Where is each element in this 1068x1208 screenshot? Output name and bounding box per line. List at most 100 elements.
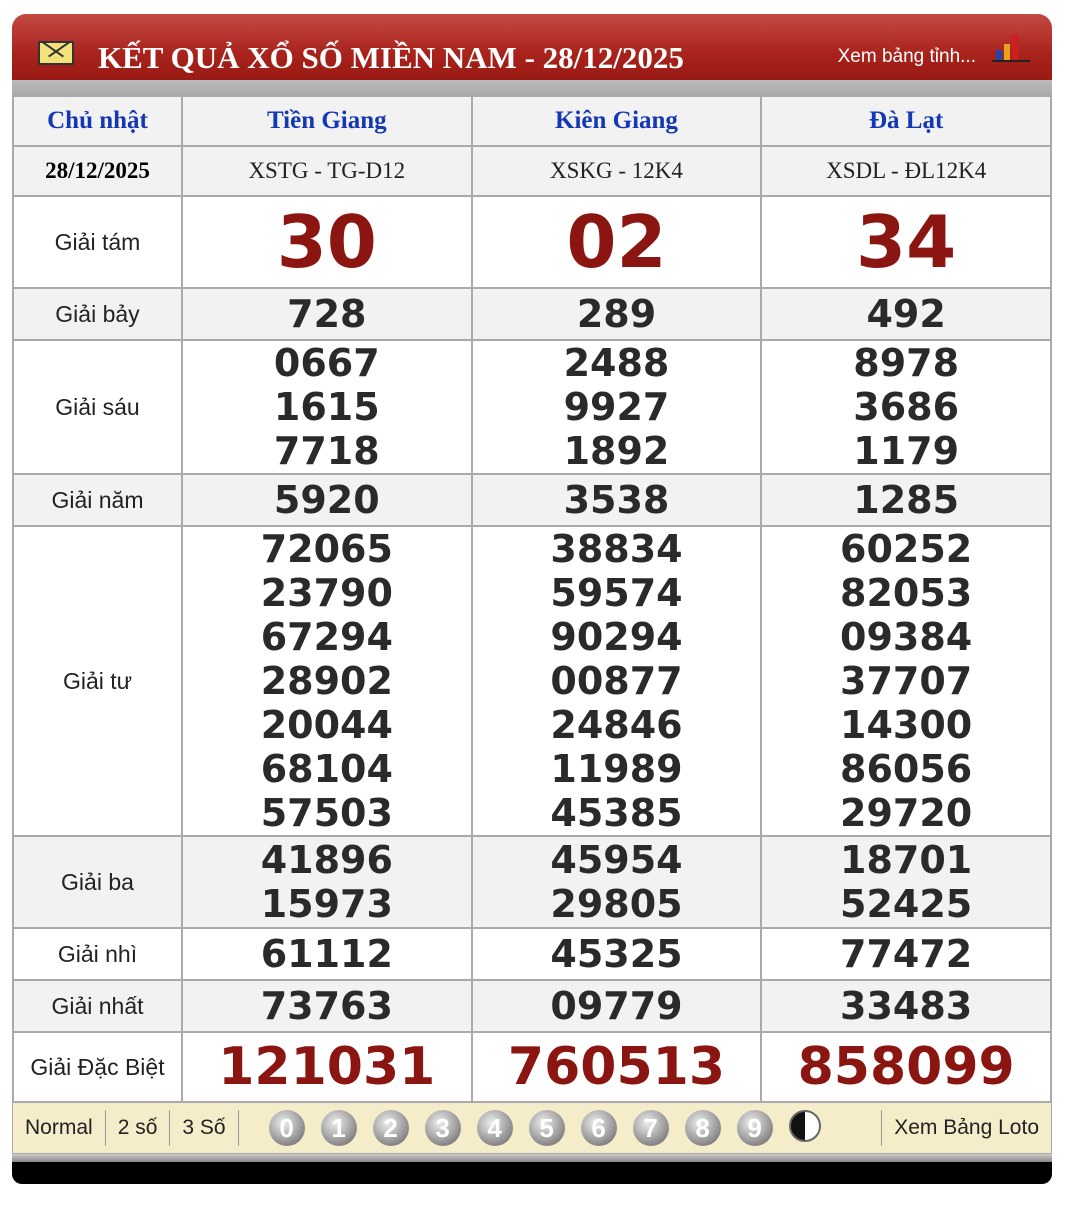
prize-number: 24846	[550, 703, 683, 747]
prize-number: 1179	[853, 429, 960, 473]
prize-number: 82053	[840, 571, 973, 615]
province-name[interactable]: Kiên Giang	[470, 95, 763, 147]
prize-label: Giải nhất	[12, 979, 183, 1033]
digit-9-button[interactable]: 9	[736, 1110, 773, 1146]
prize-cell: 1285	[760, 473, 1052, 527]
prize-number: 5920	[273, 478, 380, 522]
prize-number: 00877	[550, 659, 683, 703]
day-label: Chủ nhật	[12, 95, 183, 147]
prize-number: 45954	[550, 838, 683, 882]
prize-label: Giải tư	[12, 525, 183, 837]
prize-number: 11989	[550, 747, 683, 791]
prize-cell: 30	[180, 195, 473, 289]
mode-normal-button[interactable]: Normal	[13, 1110, 106, 1146]
prize-cell: 18701 52425	[760, 835, 1052, 929]
prize-row: Giải nhì 61112 45325 77472	[12, 927, 1052, 981]
header-bar: KẾT QUẢ XỔ SỐ MIỀN NAM - 28/12/2025 Xem …	[12, 14, 1052, 80]
prize-number: 15973	[260, 882, 393, 926]
prize-cell: 09779	[470, 979, 763, 1033]
prize-row: Giải tám 30 02 34	[12, 195, 1052, 289]
digit-2-button[interactable]: 2	[372, 1110, 409, 1146]
prize-cell: 8978 3686 1179	[760, 339, 1052, 475]
bar-chart-icon[interactable]	[992, 34, 1030, 62]
prize-cell: 858099	[760, 1031, 1052, 1103]
view-province-table-link[interactable]: Xem bảng tỉnh...	[837, 46, 976, 67]
draw-code: XSKG - 12K4	[470, 145, 763, 197]
prize-number: 14300	[840, 703, 973, 747]
prize-number: 18701	[840, 838, 973, 882]
prize-cell: 121031	[180, 1031, 473, 1103]
prize-number: 77472	[840, 932, 973, 976]
prize-number: 3538	[563, 478, 670, 522]
prize-number: 3686	[853, 385, 960, 429]
draw-code: XSDL - ĐL12K4	[760, 145, 1052, 197]
digit-1-button[interactable]: 1	[320, 1110, 357, 1146]
prize-number: 760513	[507, 1037, 726, 1097]
mode-3-digits-button[interactable]: 3 Số	[170, 1110, 239, 1146]
prize-number: 1892	[563, 429, 670, 473]
prize-cell: 61112	[180, 927, 473, 981]
prize-number: 1615	[273, 385, 380, 429]
prize-number: 29720	[840, 791, 973, 835]
prize-number: 728	[287, 292, 367, 336]
digit-8-button[interactable]: 8	[684, 1110, 721, 1146]
yin-yang-icon[interactable]	[788, 1110, 821, 1142]
prize-number: 61112	[260, 932, 393, 976]
prize-number: 02	[566, 200, 667, 284]
footer-bar	[12, 1162, 1052, 1184]
prize-row: Giải Đặc Biệt 121031 760513 858099	[12, 1031, 1052, 1103]
digit-6-button[interactable]: 6	[580, 1110, 617, 1146]
prize-cell: 33483	[760, 979, 1052, 1033]
digit-4-button[interactable]: 4	[476, 1110, 513, 1146]
prize-number: 45325	[550, 932, 683, 976]
results-widget: KẾT QUẢ XỔ SỐ MIỀN NAM - 28/12/2025 Xem …	[12, 14, 1052, 1184]
prize-number: 2488	[563, 341, 670, 385]
prize-cell: 60252 82053 09384 37707 14300 86056 29720	[760, 525, 1052, 837]
draw-date: 28/12/2025	[12, 145, 183, 197]
province-header-row: Chủ nhật Tiền Giang Kiên Giang Đà Lạt	[12, 95, 1052, 147]
prize-number: 68104	[260, 747, 393, 791]
draw-code: XSTG - TG-D12	[180, 145, 473, 197]
prize-number: 8978	[853, 341, 960, 385]
digit-3-button[interactable]: 3	[424, 1110, 461, 1146]
prize-cell: 728	[180, 287, 473, 341]
prize-number: 30	[276, 200, 377, 284]
prize-cell: 45954 29805	[470, 835, 763, 929]
footer-divider	[12, 1154, 1052, 1162]
prize-number: 60252	[840, 527, 973, 571]
prize-cell: 38834 59574 90294 00877 24846 11989 45385	[470, 525, 763, 837]
prize-number: 121031	[218, 1037, 436, 1097]
digit-0-button[interactable]: 0	[268, 1110, 305, 1146]
mail-icon	[38, 41, 74, 65]
prize-number: 28902	[260, 659, 393, 703]
prize-number: 29805	[550, 882, 683, 926]
province-name[interactable]: Đà Lạt	[760, 95, 1052, 147]
prize-number: 492	[866, 292, 946, 336]
prize-number: 33483	[840, 984, 973, 1028]
prize-number: 86056	[840, 747, 973, 791]
prize-label: Giải tám	[12, 195, 183, 289]
prize-cell: 289	[470, 287, 763, 341]
mode-2-digits-button[interactable]: 2 số	[106, 1110, 171, 1146]
prize-row: Giải tư 72065 23790 67294 28902 20044 68104 575…	[12, 525, 1052, 837]
prize-number: 7718	[273, 429, 380, 473]
results-table: Chủ nhật Tiền Giang Kiên Giang Đà Lạt 28/12/…	[12, 95, 1052, 1103]
prize-number: 09779	[550, 984, 683, 1028]
digit-5-button[interactable]: 5	[528, 1110, 565, 1146]
prize-number: 57503	[260, 791, 393, 835]
digit-7-button[interactable]: 7	[632, 1110, 669, 1146]
header-divider	[12, 80, 1052, 95]
prize-cell: 45325	[470, 927, 763, 981]
province-name[interactable]: Tiền Giang	[180, 95, 473, 147]
prize-number: 23790	[260, 571, 393, 615]
prize-number: 37707	[840, 659, 973, 703]
prize-label: Giải bảy	[12, 287, 183, 341]
view-loto-table-link[interactable]: Xem Bảng Loto	[881, 1110, 1051, 1146]
prize-cell: 34	[760, 195, 1052, 289]
prize-number: 858099	[797, 1037, 1015, 1097]
prize-cell: 0667 1615 7718	[180, 339, 473, 475]
prize-cell: 72065 23790 67294 28902 20044 68104 57503	[180, 525, 473, 837]
prize-label: Giải nhì	[12, 927, 183, 981]
prize-number: 20044	[260, 703, 393, 747]
prize-number: 90294	[550, 615, 683, 659]
